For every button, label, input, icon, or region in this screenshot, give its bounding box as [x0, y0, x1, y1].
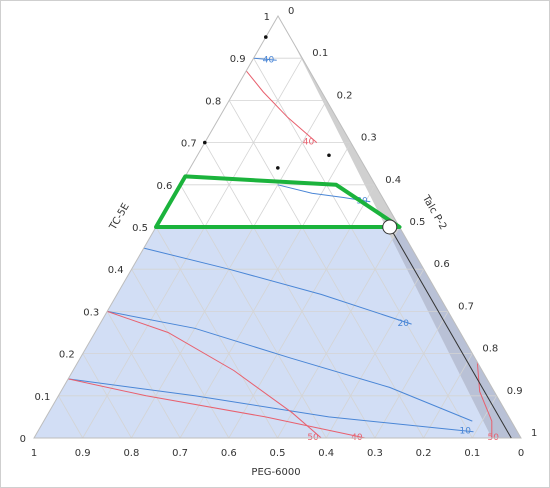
- right-tick-label: 0.4: [385, 175, 401, 186]
- bottom-tick-label: 0.7: [172, 448, 188, 459]
- right-tick-label: 0.5: [410, 217, 426, 228]
- bottom-tick-label: 0.6: [221, 448, 237, 459]
- right-tick-label: 0.7: [458, 301, 474, 312]
- gridline-talc: [82, 57, 303, 439]
- gridline-talc: [374, 311, 449, 439]
- contour-line: [143, 247, 412, 325]
- bottom-axis-title: PEG-6000: [251, 467, 300, 478]
- contour-line: [476, 361, 493, 438]
- right-tick-label: 0.1: [312, 48, 328, 59]
- gridline-talc: [277, 226, 400, 439]
- bottom-tick-label: 0.4: [318, 448, 334, 459]
- right-tick-label: 0.8: [482, 344, 498, 355]
- left-tick-label: 0.4: [108, 265, 124, 276]
- bottom-tick-label: 0: [518, 448, 524, 459]
- gridline-talc: [423, 353, 473, 439]
- left-tick-label: 0.6: [156, 181, 172, 192]
- gridline-peg: [155, 226, 278, 439]
- left-tick-label: 0.2: [59, 350, 75, 361]
- left-tick-label: 0.1: [34, 392, 50, 403]
- design-point: [276, 166, 280, 170]
- right-tick-label: 0.6: [434, 259, 450, 270]
- contour-line: [68, 378, 474, 433]
- gridline-peg: [253, 58, 473, 439]
- gridline-peg: [131, 269, 230, 439]
- contour-label: 20: [398, 319, 410, 329]
- right-tick-label: 0: [288, 6, 294, 17]
- tc5e-excluded-region: [34, 227, 521, 438]
- contour-line: [245, 70, 318, 143]
- left-axis-title: TC-5E: [107, 202, 131, 233]
- bottom-tick-label: 1: [31, 448, 37, 459]
- right-tick-label: 0.2: [337, 90, 353, 101]
- contour-line: [253, 57, 277, 61]
- left-tick-label: 1: [264, 12, 270, 23]
- design-point: [264, 35, 268, 39]
- crosshair-line: [389, 226, 512, 439]
- left-tick-label: 0.9: [230, 54, 246, 65]
- gridline-talc: [179, 142, 352, 439]
- design-point: [203, 140, 207, 145]
- left-tick-label: 0.8: [205, 96, 221, 107]
- contour-line: [68, 378, 366, 439]
- right-tick-label: 0.3: [361, 133, 377, 144]
- tick-labels: 00.10.20.30.40.50.60.70.80.9100.10.20.30…: [20, 6, 538, 459]
- gridline-peg: [58, 395, 84, 439]
- left-tick-label: 0.3: [83, 307, 99, 318]
- bottom-tick-label: 0.1: [464, 448, 480, 459]
- left-tick-label: 0.7: [181, 139, 197, 150]
- crosshair[interactable]: [382, 219, 512, 439]
- design-points: [203, 35, 331, 170]
- left-tick-label: 0.5: [132, 223, 148, 234]
- contour-label: 40: [303, 138, 315, 148]
- contour-line: [107, 310, 473, 422]
- gridline-talc: [325, 268, 425, 439]
- right-tick-label: 1: [531, 428, 537, 439]
- bottom-tick-label: 0.8: [123, 448, 139, 459]
- gridline-peg: [82, 353, 132, 439]
- contour-label: 40: [263, 55, 275, 65]
- contour-label: 10: [460, 427, 472, 437]
- gridline-peg: [106, 311, 181, 439]
- overlap-region: [392, 227, 521, 438]
- right-tick-label: 0.9: [507, 386, 523, 397]
- bottom-tick-label: 0.9: [75, 448, 91, 459]
- gridline-talc: [471, 395, 498, 439]
- gridline-peg: [204, 142, 376, 439]
- design-point: [327, 153, 331, 158]
- feasible-region-outline[interactable]: [154, 174, 402, 229]
- bottom-tick-label: 0.5: [270, 448, 286, 459]
- feasible-region[interactable]: [154, 174, 402, 229]
- crosshair-marker[interactable]: [382, 219, 398, 235]
- contour-line: [107, 310, 322, 439]
- bottom-tick-label: 0.2: [416, 448, 432, 459]
- left-tick-label: 0: [20, 434, 26, 445]
- bottom-tick-label: 0.3: [367, 448, 383, 459]
